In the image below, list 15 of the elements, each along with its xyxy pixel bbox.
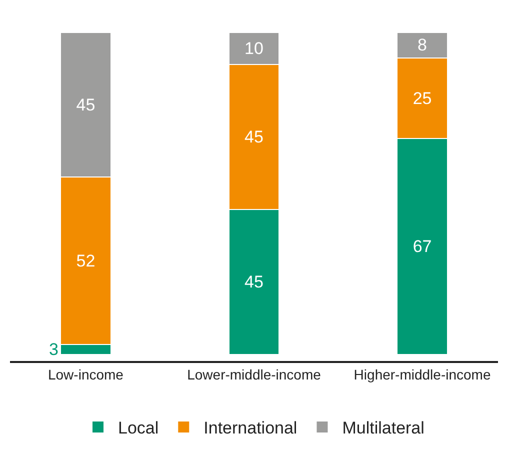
data-label: 25	[412, 88, 432, 108]
data-label: 8	[418, 36, 428, 55]
x-tick-label: Low-income	[48, 366, 124, 383]
data-label: 67	[412, 236, 432, 256]
data-label: 45	[244, 127, 264, 146]
data-label: 3	[49, 340, 58, 359]
data-label: 45	[244, 272, 264, 292]
legend-label: International	[204, 418, 298, 438]
data-label: 10	[244, 38, 264, 58]
data-label: 45	[76, 95, 96, 114]
legend-label: Multilateral	[342, 418, 424, 438]
data-label: 52	[76, 251, 96, 270]
x-tick-label: Higher-middle-income	[354, 366, 491, 383]
legend-label: Local	[118, 418, 159, 438]
x-tick-label: Lower-middle-income	[187, 366, 322, 383]
